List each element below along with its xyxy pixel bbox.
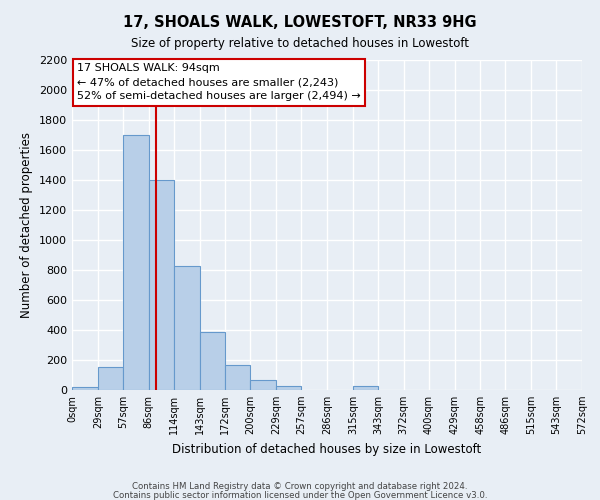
Bar (98, 367, 123, 390)
Bar (123, 135, 149, 390)
Bar (72, 387, 98, 390)
Y-axis label: Number of detached properties: Number of detached properties (20, 132, 34, 318)
Bar (276, 386, 301, 390)
Bar (173, 266, 199, 390)
Text: Contains HM Land Registry data © Crown copyright and database right 2024.: Contains HM Land Registry data © Crown c… (132, 482, 468, 491)
Bar (149, 180, 173, 390)
Text: Contains public sector information licensed under the Open Government Licence v3: Contains public sector information licen… (113, 490, 487, 500)
Bar (250, 380, 276, 390)
X-axis label: Distribution of detached houses by size in Lowestoft: Distribution of detached houses by size … (172, 442, 482, 456)
Bar (199, 332, 226, 390)
Text: 17 SHOALS WALK: 94sqm
← 47% of detached houses are smaller (2,243)
52% of semi-d: 17 SHOALS WALK: 94sqm ← 47% of detached … (77, 64, 361, 102)
Text: 17, SHOALS WALK, LOWESTOFT, NR33 9HG: 17, SHOALS WALK, LOWESTOFT, NR33 9HG (123, 15, 477, 30)
Bar (353, 386, 378, 390)
Bar (226, 365, 250, 390)
Text: Size of property relative to detached houses in Lowestoft: Size of property relative to detached ho… (131, 38, 469, 51)
